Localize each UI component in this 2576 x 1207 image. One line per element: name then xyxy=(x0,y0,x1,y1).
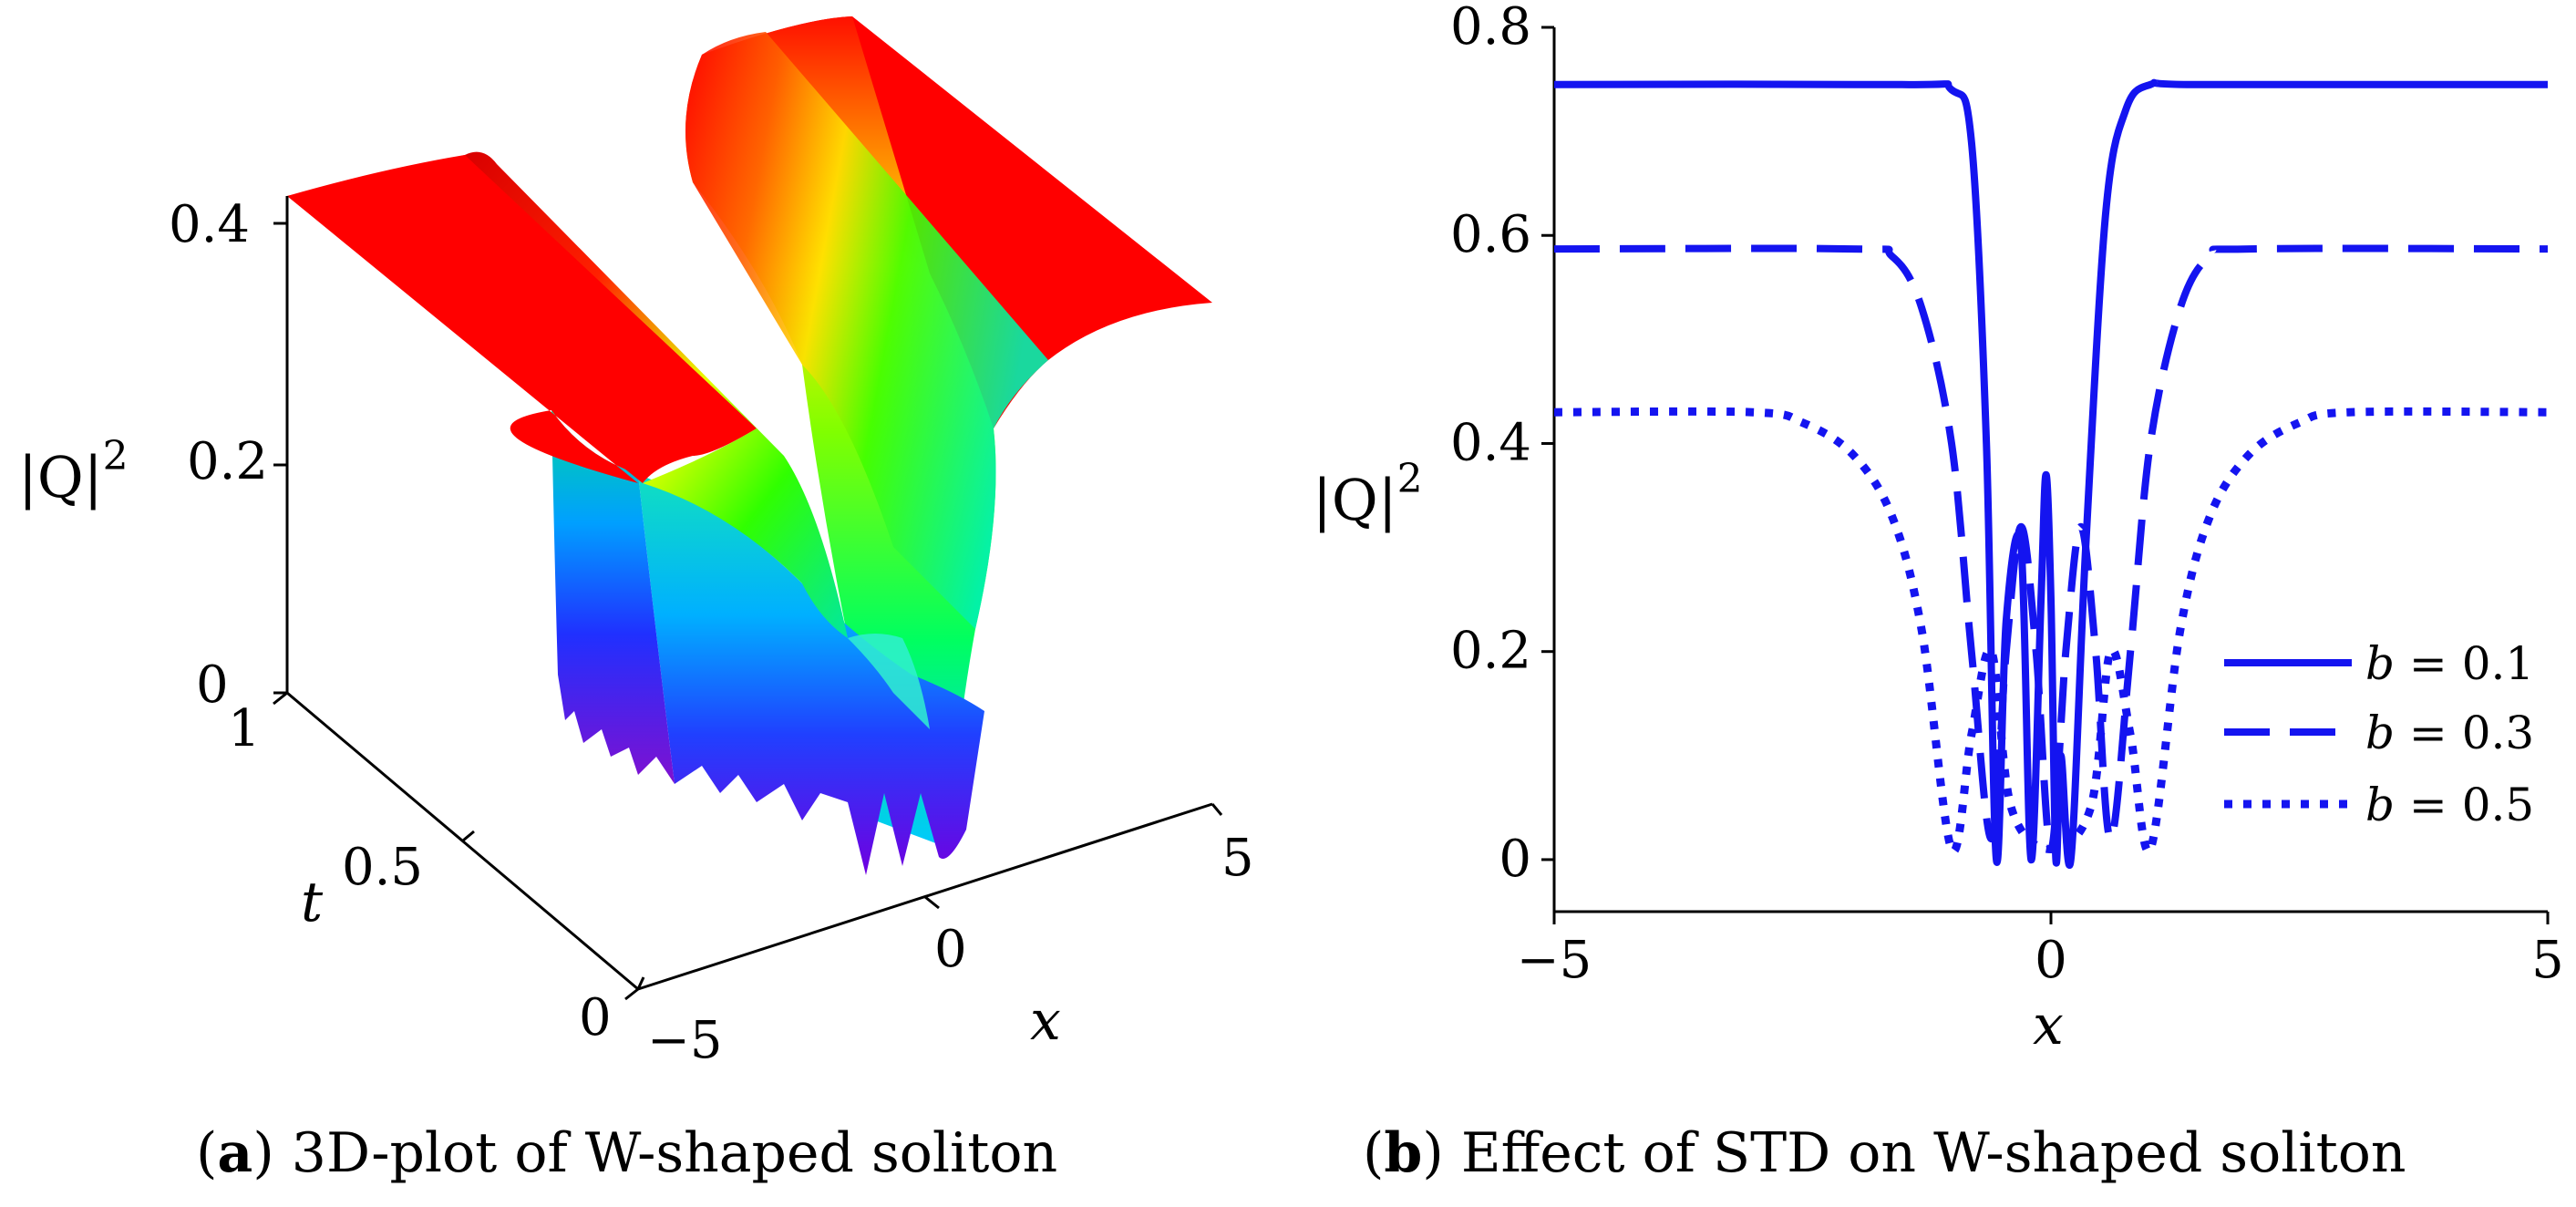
surface-front-wall xyxy=(551,410,675,784)
x-tick-2 xyxy=(1211,803,1223,816)
x-tick-label-b-1: 0 xyxy=(2035,931,2067,990)
t-tick-0 xyxy=(624,987,639,1001)
ticks-b: 0 0.2 0.4 0.6 0.8 −5 0 5 xyxy=(1450,0,2564,990)
y-tick-label-b-4: 0.8 xyxy=(1450,0,1531,57)
y-tick-label-b-3: 0.6 xyxy=(1450,205,1531,264)
series-line-0 xyxy=(1553,78,2548,869)
legend-item-1: b = 0.3 xyxy=(2224,707,2534,759)
t-tick-label-0: 0 xyxy=(579,988,612,1047)
z-axis-label-exp: 2 xyxy=(103,433,129,480)
x-tick-label-b-2: 5 xyxy=(2531,931,2564,990)
z-axis-label: |Q|2 xyxy=(18,433,129,511)
caption-a: (a) 3D-plot of W-shaped soliton xyxy=(196,1121,1057,1185)
series-line-2 xyxy=(1553,407,2549,856)
caption-a-letter: a xyxy=(217,1121,252,1185)
surface-3d xyxy=(287,16,1212,875)
axes-a xyxy=(273,196,1223,1001)
surface-valley-ridge xyxy=(848,634,930,729)
chart-b: 0 0.2 0.4 0.6 0.8 −5 0 5 x |Q|2 b = 0.1 b = 0.3… xyxy=(1313,0,2564,1057)
legend-item-2: b = 0.5 xyxy=(2224,779,2534,831)
y-axis-label-b-exp: 2 xyxy=(1397,456,1423,502)
y-tick-label-b-0: 0 xyxy=(1499,830,1531,889)
legend-label-2: b = 0.5 xyxy=(2365,779,2534,831)
t-axis-label: t xyxy=(301,871,324,934)
x-tick-label-neg5: −5 xyxy=(647,1011,723,1070)
t-tick-label-05: 0.5 xyxy=(342,838,423,897)
x-tick-1 xyxy=(924,895,940,910)
caption-b-text: Effect of STD on W-shaped soliton xyxy=(1461,1121,2406,1185)
surface-rise-band xyxy=(685,32,1048,629)
surface-left-plateau-main xyxy=(287,153,757,483)
x-tick-label-b-0: −5 xyxy=(1517,931,1592,990)
caption-b-letter: b xyxy=(1384,1121,1422,1185)
z-tick-label-0: 0 xyxy=(196,655,229,715)
x-tick-0 xyxy=(636,976,645,990)
chart-a: 0 0.2 0.4 1 0.5 0 −5 0 5 |Q|2 t x xyxy=(18,16,1254,1070)
z-tick-label-2: 0.4 xyxy=(169,195,250,254)
z-axis-label-main: |Q| xyxy=(18,444,103,511)
legend-label-1: b = 0.3 xyxy=(2365,707,2534,759)
legend-label-0: b = 0.1 xyxy=(2365,637,2534,690)
z-tick-label-1: 0.2 xyxy=(187,432,268,491)
x-axis-label: x xyxy=(1030,989,1061,1053)
y-axis-label-b-main: |Q| xyxy=(1313,467,1397,533)
x-axis-label-b: x xyxy=(2033,994,2064,1057)
t-tick-label-1: 1 xyxy=(228,699,261,758)
legend-item-0: b = 0.1 xyxy=(2224,637,2534,690)
series-b xyxy=(1553,78,2549,869)
y-tick-label-b-2: 0.4 xyxy=(1450,413,1531,472)
y-tick-label-b-1: 0.2 xyxy=(1450,622,1531,681)
t-axis-line xyxy=(286,691,639,991)
t-tick-2 xyxy=(273,691,288,706)
legend-b: b = 0.1 b = 0.3 b = 0.5 xyxy=(2224,637,2534,831)
x-axis-line xyxy=(637,802,1213,991)
y-axis-label-b: |Q|2 xyxy=(1313,456,1423,533)
surface-left-dropoff xyxy=(465,151,848,638)
caption-b: (b) Effect of STD on W-shaped soliton xyxy=(1363,1121,2406,1185)
t-tick-1 xyxy=(462,830,475,842)
surface-valley xyxy=(638,474,984,875)
x-tick-label-0: 0 xyxy=(934,920,967,979)
x-tick-label-5: 5 xyxy=(1221,829,1254,888)
caption-a-text: 3D-plot of W-shaped soliton xyxy=(292,1121,1057,1185)
